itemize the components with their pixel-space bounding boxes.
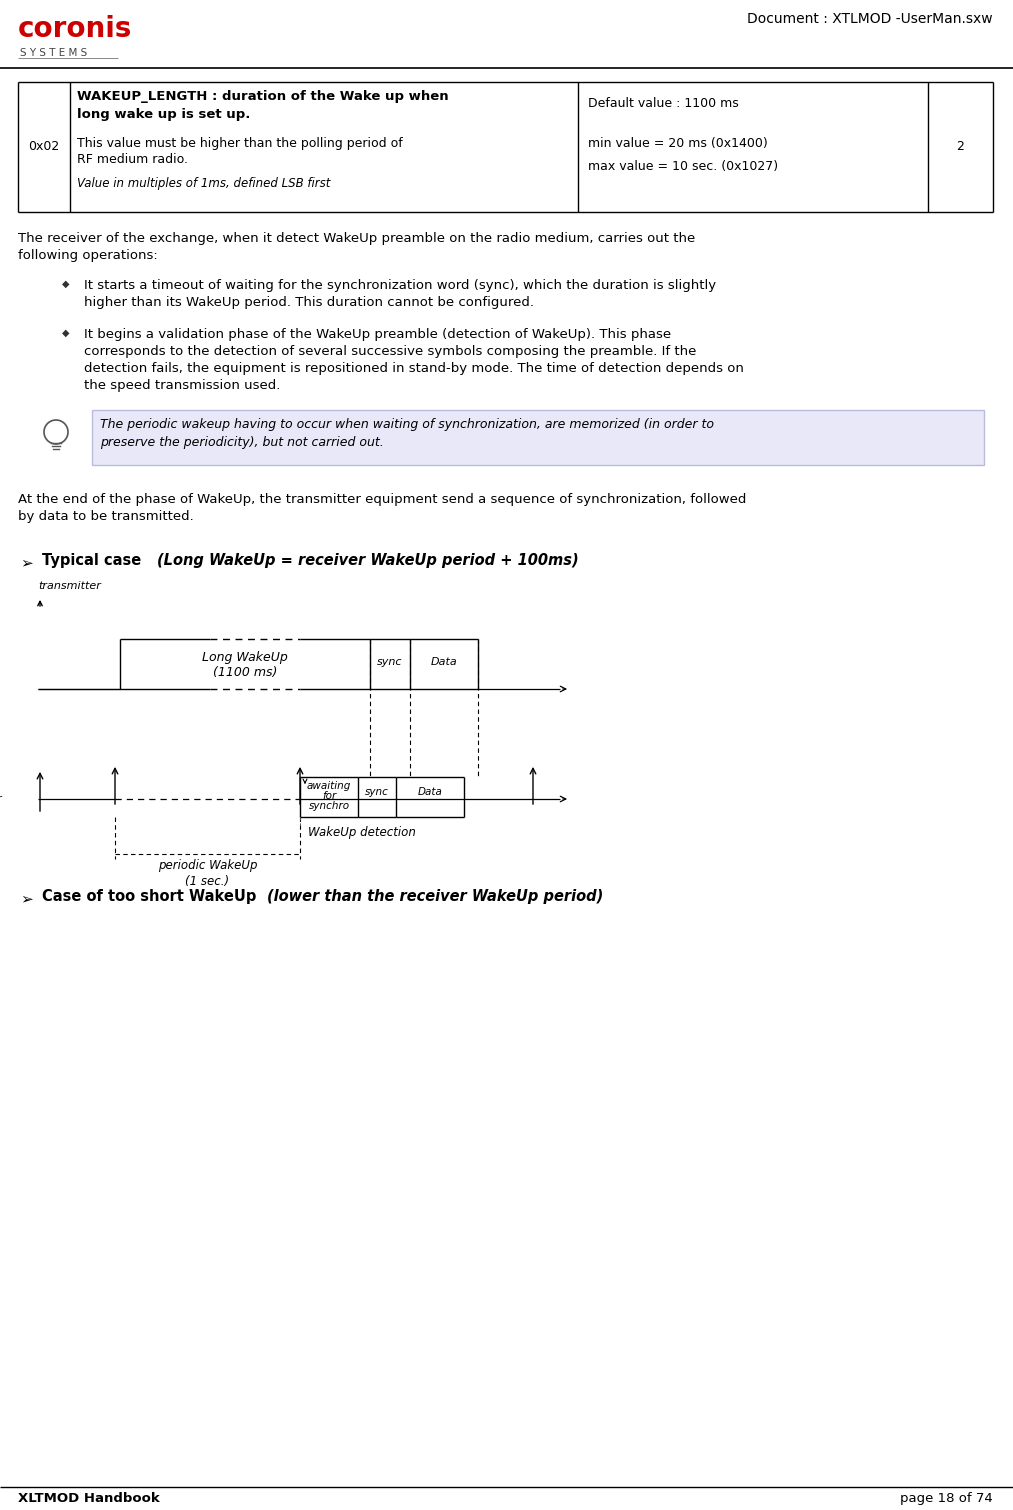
Text: transmitter: transmitter	[38, 581, 101, 590]
Text: long wake up is set up.: long wake up is set up.	[77, 109, 250, 121]
Text: (Long WakeUp = receiver WakeUp period + 100ms): (Long WakeUp = receiver WakeUp period + …	[157, 553, 578, 568]
Text: Long WakeUp: Long WakeUp	[203, 651, 288, 664]
Text: ➢: ➢	[20, 891, 32, 906]
Text: The receiver of the exchange, when it detect WakeUp preamble on the radio medium: The receiver of the exchange, when it de…	[18, 233, 695, 245]
Text: page 18 of 74: page 18 of 74	[901, 1492, 993, 1505]
Text: Document : XTLMOD -UserMan.sxw: Document : XTLMOD -UserMan.sxw	[748, 12, 993, 26]
Text: ◆: ◆	[62, 328, 70, 338]
Text: XLTMOD Handbook: XLTMOD Handbook	[18, 1492, 160, 1505]
Text: At the end of the phase of WakeUp, the transmitter equipment send a sequence of : At the end of the phase of WakeUp, the t…	[18, 492, 747, 506]
Text: synchro: synchro	[308, 800, 349, 811]
Text: detection fails, the equipment is repositioned in stand-by mode. The time of det: detection fails, the equipment is reposi…	[84, 362, 744, 374]
Text: Value in multiples of 1ms, defined LSB first: Value in multiples of 1ms, defined LSB f…	[77, 177, 330, 190]
Text: S Y S T E M S: S Y S T E M S	[20, 48, 87, 57]
Text: Typical case: Typical case	[42, 553, 152, 568]
Text: This value must be higher than the polling period of: This value must be higher than the polli…	[77, 137, 403, 149]
Text: max value = 10 sec. (0x1027): max value = 10 sec. (0x1027)	[588, 160, 778, 174]
Text: periodic WakeUp: periodic WakeUp	[158, 859, 257, 871]
Text: preserve the periodicity), but not carried out.: preserve the periodicity), but not carri…	[100, 436, 384, 448]
Bar	[92, 411, 984, 465]
Text: the speed transmission used.: the speed transmission used.	[84, 379, 281, 393]
Text: 0x02: 0x02	[28, 140, 60, 154]
Text: The periodic wakeup having to occur when waiting of synchronization, are memoriz: The periodic wakeup having to occur when…	[100, 418, 714, 430]
Text: min value = 20 ms (0x1400): min value = 20 ms (0x1400)	[588, 137, 768, 149]
Text: Default value : 1100 ms: Default value : 1100 ms	[588, 97, 738, 110]
Text: receiver: receiver	[0, 794, 2, 803]
Text: It starts a timeout of waiting for the synchronization word (sync), which the du: It starts a timeout of waiting for the s…	[84, 279, 716, 291]
Text: ◆: ◆	[62, 279, 70, 288]
Text: WakeUp detection: WakeUp detection	[308, 826, 416, 840]
Text: 2: 2	[956, 140, 964, 154]
Text: Data: Data	[431, 657, 458, 667]
Text: (1 sec.): (1 sec.)	[185, 874, 230, 888]
Text: Case of too short WakeUp: Case of too short WakeUp	[42, 889, 261, 904]
Text: Data: Data	[417, 787, 443, 797]
Text: (1100 ms): (1100 ms)	[213, 666, 278, 680]
Text: by data to be transmitted.: by data to be transmitted.	[18, 510, 193, 522]
Text: higher than its WakeUp period. This duration cannot be configured.: higher than its WakeUp period. This dura…	[84, 296, 534, 310]
Text: ➢: ➢	[20, 556, 32, 569]
Text: (lower than the receiver WakeUp period): (lower than the receiver WakeUp period)	[267, 889, 604, 904]
Text: WAKEUP_LENGTH : duration of the Wake up when: WAKEUP_LENGTH : duration of the Wake up …	[77, 91, 449, 103]
Text: following operations:: following operations:	[18, 249, 158, 263]
Text: sync: sync	[377, 657, 403, 667]
Text: for: for	[322, 791, 336, 800]
Text: RF medium radio.: RF medium radio.	[77, 153, 188, 166]
Text: coronis: coronis	[18, 15, 133, 42]
Text: It begins a validation phase of the WakeUp preamble (detection of WakeUp). This : It begins a validation phase of the Wake…	[84, 328, 672, 341]
Text: corresponds to the detection of several successive symbols composing the preambl: corresponds to the detection of several …	[84, 344, 696, 358]
Text: sync: sync	[365, 787, 389, 797]
Text: awaiting: awaiting	[307, 781, 352, 791]
